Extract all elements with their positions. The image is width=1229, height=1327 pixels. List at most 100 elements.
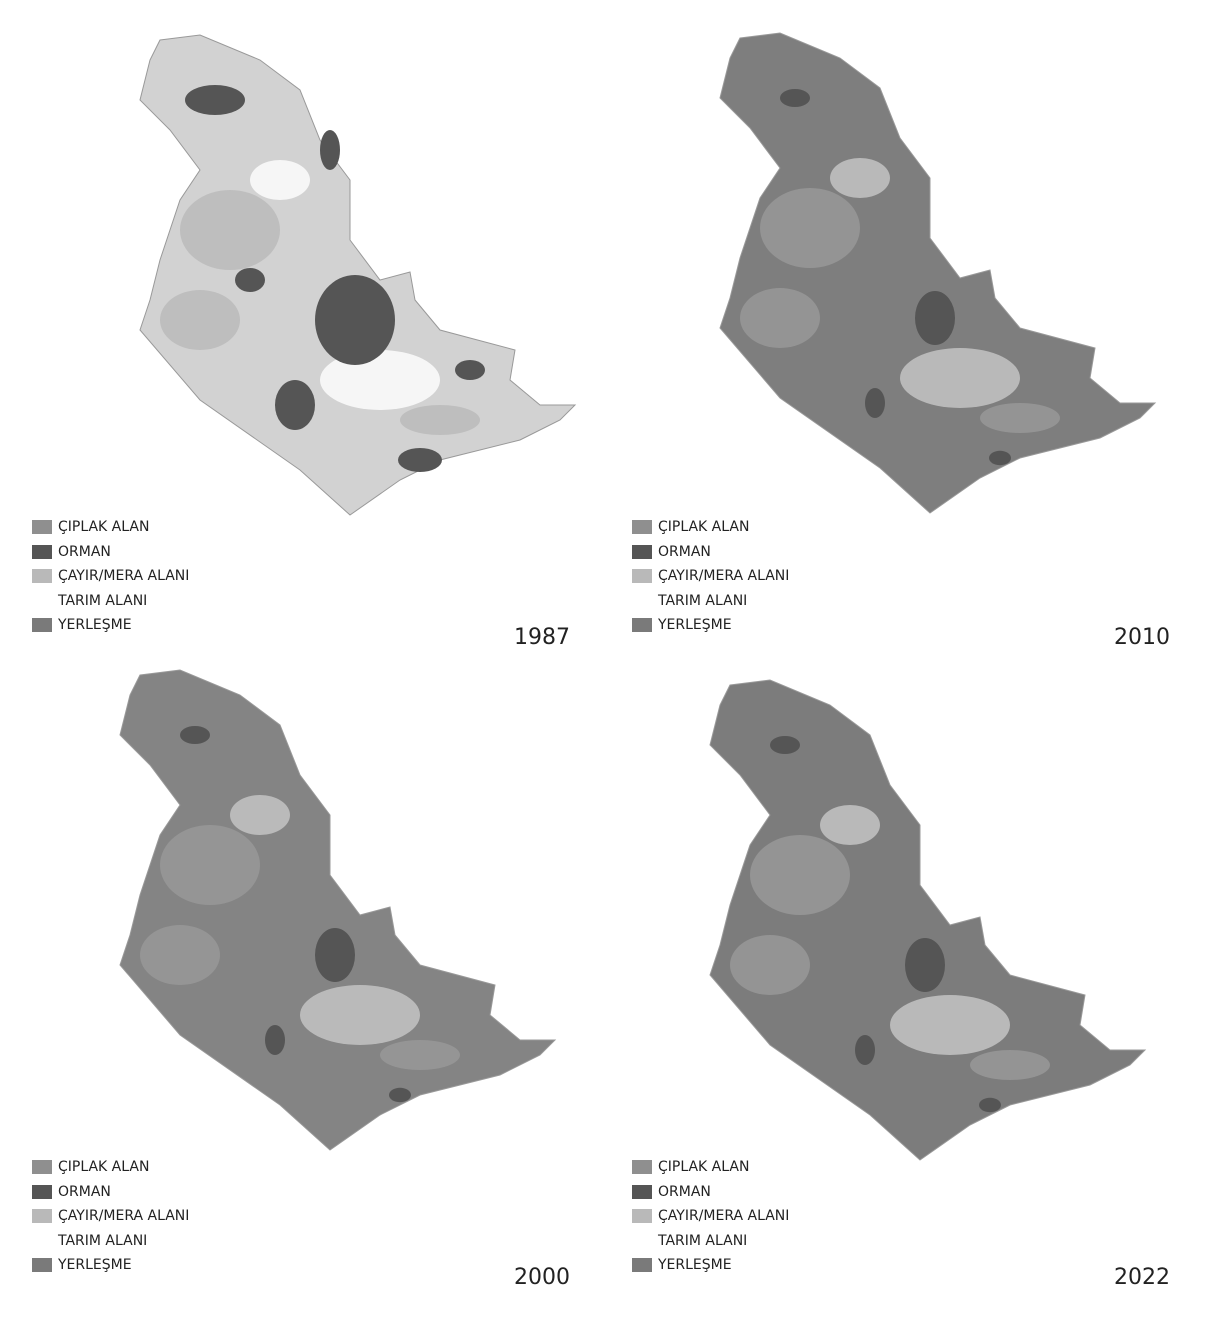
legend-swatch: [32, 1233, 52, 1248]
year-label: 2010: [1114, 625, 1170, 650]
forest-patch: [398, 448, 442, 472]
year-label: 1987: [514, 625, 570, 650]
legend-item: ORMAN: [632, 540, 789, 565]
legend-swatch: [32, 520, 52, 535]
year-label: 2022: [1114, 1265, 1170, 1290]
legend-label: ORMAN: [658, 1183, 711, 1200]
land-patch: [300, 985, 420, 1045]
legend-label: YERLEŞME: [58, 1257, 132, 1274]
land-use-map: [119, 669, 557, 1151]
land-use-map: [709, 679, 1147, 1161]
land-patch: [740, 288, 820, 348]
land-use-map: [719, 32, 1157, 514]
legend-swatch: [632, 1209, 652, 1224]
legend-swatch: [632, 520, 652, 535]
legend-item: TARIM ALANI: [32, 1229, 189, 1254]
district-boundary: [709, 679, 1147, 1161]
legend-swatch: [632, 1160, 652, 1175]
legend-swatch: [632, 593, 652, 608]
forest-patch: [855, 1035, 875, 1065]
legend-label: TARIM ALANI: [58, 1232, 148, 1249]
legend-item: ÇIPLAK ALAN: [632, 515, 789, 540]
legend-swatch: [32, 1258, 52, 1273]
legend-swatch: [32, 618, 52, 633]
legend-swatch: [32, 1160, 52, 1175]
forest-patch: [455, 360, 485, 380]
legend-label: ORMAN: [58, 1183, 111, 1200]
land-patch: [970, 1050, 1050, 1080]
legend-swatch: [632, 1233, 652, 1248]
land-patch: [890, 995, 1010, 1055]
legend-item: YERLEŞME: [632, 613, 789, 638]
land-patch: [230, 795, 290, 835]
legend-label: ÇIPLAK ALAN: [658, 519, 750, 536]
map-panel-2010: ÇIPLAK ALAN ORMAN ÇAYIR/MERA ALANI TARIM AL…: [600, 0, 1200, 650]
legend-item: ÇAYIR/MERA ALANI: [32, 1204, 189, 1229]
land-use-map: [139, 34, 577, 516]
year-label: 2000: [514, 1265, 570, 1290]
district-boundary: [119, 669, 557, 1151]
forest-patch: [275, 380, 315, 430]
forest-patch: [389, 1087, 411, 1103]
legend-item: YERLEŞME: [632, 1253, 789, 1278]
land-patch: [830, 158, 890, 198]
district-boundary: [139, 34, 577, 516]
legend-label: ÇAYIR/MERA ALANI: [658, 1208, 790, 1225]
legend-item: TARIM ALANI: [32, 589, 189, 614]
legend-swatch: [632, 1184, 652, 1199]
legend-label: ÇIPLAK ALAN: [58, 1159, 150, 1176]
land-patch: [160, 290, 240, 350]
legend-item: ORMAN: [632, 1180, 789, 1205]
land-patch: [900, 348, 1020, 408]
legend-swatch: [632, 544, 652, 559]
land-patch: [820, 805, 880, 845]
legend-label: YERLEŞME: [658, 617, 732, 634]
legend-item: ORMAN: [32, 1180, 189, 1205]
legend-label: TARIM ALANI: [658, 1232, 748, 1249]
forest-patch: [780, 89, 810, 107]
land-patch: [140, 925, 220, 985]
land-patch: [180, 190, 280, 270]
legend-label: ÇIPLAK ALAN: [58, 519, 150, 536]
legend-label: ÇAYIR/MERA ALANI: [58, 568, 190, 585]
legend-item: ÇIPLAK ALAN: [32, 515, 189, 540]
legend: ÇIPLAK ALAN ORMAN ÇAYIR/MERA ALANI TARIM AL…: [632, 515, 789, 638]
legend-label: ÇAYIR/MERA ALANI: [658, 568, 790, 585]
forest-patch: [320, 130, 340, 170]
legend-swatch: [632, 618, 652, 633]
legend-item: TARIM ALANI: [632, 589, 789, 614]
land-patch: [380, 1040, 460, 1070]
forest-patch: [235, 268, 265, 292]
land-patch: [400, 405, 480, 435]
legend-label: TARIM ALANI: [658, 592, 748, 609]
forest-patch: [315, 275, 395, 365]
legend: ÇIPLAK ALAN ORMAN ÇAYIR/MERA ALANI TARIM AL…: [32, 515, 189, 638]
land-patch: [160, 825, 260, 905]
legend-swatch: [632, 1258, 652, 1273]
forest-patch: [979, 1097, 1001, 1113]
legend-swatch: [32, 544, 52, 559]
legend-swatch: [32, 1209, 52, 1224]
legend-label: YERLEŞME: [58, 617, 132, 634]
land-patch: [760, 188, 860, 268]
forest-patch: [185, 85, 245, 115]
district-boundary: [719, 32, 1157, 514]
legend-item: YERLEŞME: [32, 1253, 189, 1278]
map-panel-2022: ÇIPLAK ALAN ORMAN ÇAYIR/MERA ALANI TARIM AL…: [600, 640, 1200, 1290]
legend-swatch: [32, 593, 52, 608]
forest-patch: [265, 1025, 285, 1055]
land-patch: [750, 835, 850, 915]
forest-patch: [989, 450, 1011, 466]
legend-item: ORMAN: [32, 540, 189, 565]
land-patch: [730, 935, 810, 995]
forest-patch: [915, 291, 955, 345]
forest-patch: [905, 938, 945, 992]
land-patch: [320, 350, 440, 410]
map-panel-1987: ÇIPLAK ALAN ORMAN ÇAYIR/MERA ALANI TARIM AL…: [0, 0, 600, 650]
legend-label: TARIM ALANI: [58, 592, 148, 609]
forest-patch: [770, 736, 800, 754]
forest-patch: [315, 928, 355, 982]
map-panel-2000: ÇIPLAK ALAN ORMAN ÇAYIR/MERA ALANI TARIM AL…: [0, 640, 600, 1290]
legend-label: ORMAN: [58, 543, 111, 560]
